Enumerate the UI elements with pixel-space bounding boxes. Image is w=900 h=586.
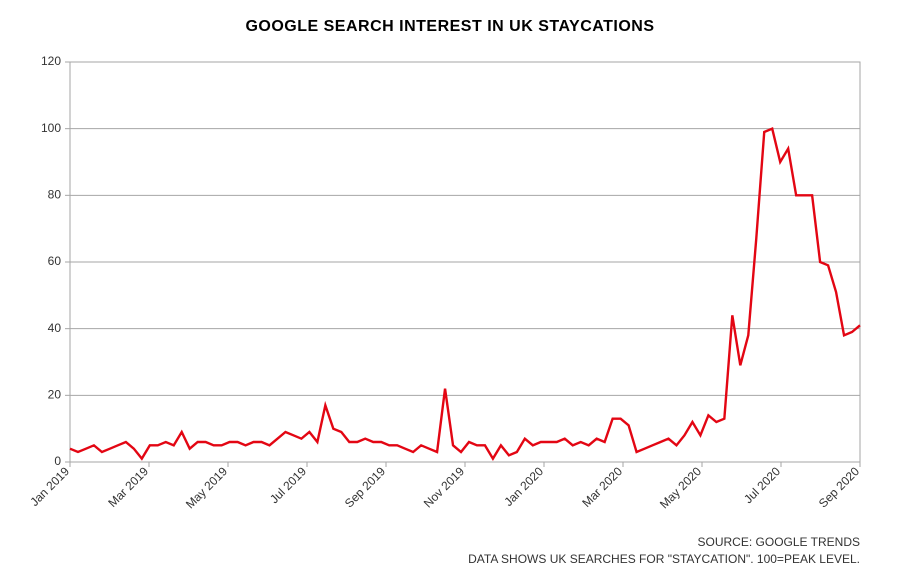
y-tick-label: 100: [41, 121, 61, 135]
x-tick-label: Jul 2020: [741, 464, 783, 506]
x-tick-label: Jan 2019: [27, 464, 72, 509]
x-tick-label: May 2019: [183, 464, 230, 511]
x-tick-label: Sep 2019: [342, 464, 388, 510]
y-tick-label: 20: [48, 388, 62, 402]
x-tick-label: May 2020: [657, 464, 704, 511]
x-tick-label: Jan 2020: [501, 464, 546, 509]
line-chart-svg: 020406080100120 Jan 2019Mar 2019May 2019…: [70, 62, 860, 462]
y-tick-label: 120: [41, 54, 61, 68]
y-axis: 020406080100120: [41, 54, 70, 468]
x-tick-label: Sep 2020: [816, 464, 862, 510]
series-line: [70, 129, 860, 459]
plot-area: 020406080100120 Jan 2019Mar 2019May 2019…: [70, 62, 860, 462]
y-tick-label: 60: [48, 254, 62, 268]
y-gridlines: [70, 129, 860, 396]
x-tick-label: Mar 2020: [579, 464, 625, 510]
footer-description: DATA SHOWS UK SEARCHES FOR "STAYCATION".…: [468, 551, 860, 568]
y-tick-label: 80: [48, 188, 62, 202]
x-tick-label: Nov 2019: [421, 464, 467, 510]
chart-container: GOOGLE SEARCH INTEREST IN UK STAYCATIONS…: [0, 0, 900, 586]
footer-source: SOURCE: GOOGLE TRENDS: [468, 534, 860, 551]
x-axis: Jan 2019 Mar 2019 May 2019 Jul 2019 Sep 2019…: [27, 462, 862, 511]
y-tick-label: 40: [48, 321, 62, 335]
x-tick-label: Mar 2019: [105, 464, 151, 510]
chart-footer: SOURCE: GOOGLE TRENDS DATA SHOWS UK SEAR…: [468, 534, 860, 568]
x-tick-label: Jul 2019: [267, 464, 309, 506]
chart-title: GOOGLE SEARCH INTEREST IN UK STAYCATIONS: [0, 0, 900, 36]
